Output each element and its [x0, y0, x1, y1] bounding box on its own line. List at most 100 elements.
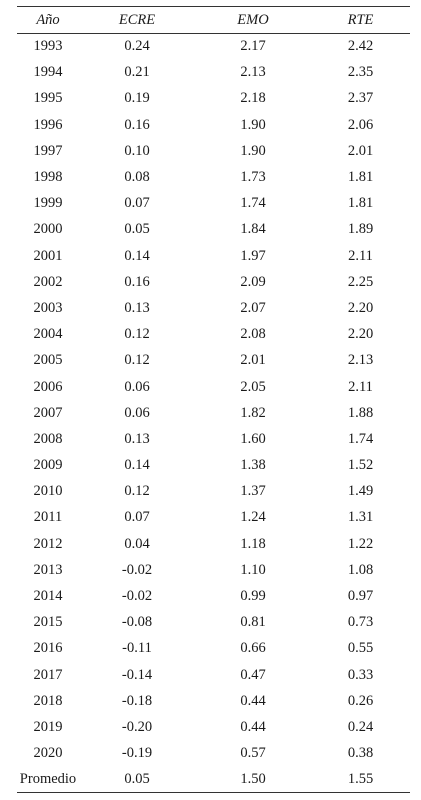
cell-emo: 1.84 [240, 221, 266, 238]
header-row: Año ECRE EMO RTE [17, 6, 410, 34]
cell-emo: 2.09 [240, 273, 266, 290]
table-row: 1997 0.10 1.90 2.01 [17, 138, 410, 164]
cell-ecre: 0.07 [124, 509, 150, 526]
cell-ecre: 0.21 [124, 64, 150, 81]
cell-year: 2018 [33, 692, 63, 709]
cell-ecre: -0.19 [121, 745, 153, 762]
cell-year: 1999 [33, 195, 63, 212]
table-row: 2014 -0.02 0.99 0.97 [17, 583, 410, 609]
cell-ecre: -0.11 [122, 640, 152, 657]
cell-emo: 1.38 [240, 457, 266, 474]
cell-ecre: 0.16 [124, 116, 150, 133]
cell-emo: 1.18 [240, 535, 266, 552]
cell-ecre: 0.16 [124, 273, 150, 290]
cell-rte: 2.37 [347, 90, 374, 107]
cell-rte: 0.24 [347, 718, 374, 735]
cell-year: 2009 [33, 457, 63, 474]
table-row: 2020 -0.19 0.57 0.38 [17, 741, 410, 767]
cell-emo: 2.08 [240, 326, 266, 343]
table-row: 2005 0.12 2.01 2.13 [17, 348, 410, 374]
table-row: 2011 0.07 1.24 1.31 [17, 505, 410, 531]
column-header-ecre: ECRE [79, 6, 195, 34]
cell-ecre: 0.08 [124, 169, 150, 186]
table-row: 2007 0.06 1.82 1.88 [17, 400, 410, 426]
cell-emo: 1.10 [240, 561, 266, 578]
cell-ecre: -0.14 [121, 666, 153, 683]
data-table-container: Año ECRE EMO RTE 1993 0.24 2.17 2.42 1994 0.2… [17, 6, 410, 794]
cell-emo: 1.97 [240, 247, 266, 264]
table-row: 2015 -0.08 0.81 0.73 [17, 610, 410, 636]
cell-emo: 1.60 [240, 430, 266, 447]
table-row: 2002 0.16 2.09 2.25 [17, 269, 410, 295]
cell-rte: 1.52 [347, 457, 374, 474]
cell-rte: 2.11 [348, 378, 373, 395]
cell-rte: 0.97 [347, 588, 374, 605]
cell-year: 2001 [33, 247, 63, 264]
table-row: 2004 0.12 2.08 2.20 [17, 322, 410, 348]
cell-year: 2011 [33, 509, 63, 526]
cell-emo: 0.47 [240, 666, 266, 683]
cell-emo: 2.17 [240, 38, 266, 55]
cell-rte: 2.06 [347, 116, 374, 133]
cell-year: 1993 [33, 38, 63, 55]
column-header-rte: RTE [311, 6, 410, 34]
cell-emo: 2.05 [240, 378, 266, 395]
cell-emo: 2.13 [240, 64, 266, 81]
cell-year: 2003 [33, 299, 63, 316]
cell-emo: 2.07 [240, 299, 266, 316]
cell-rte: 1.81 [347, 169, 374, 186]
cell-year: 2002 [33, 273, 63, 290]
cell-year: 2007 [33, 404, 63, 421]
table-header: Año ECRE EMO RTE [17, 6, 410, 34]
cell-emo: 2.01 [240, 352, 266, 369]
table-row: Promedio 0.05 1.50 1.55 [17, 766, 410, 794]
cell-ecre: 0.19 [124, 90, 150, 107]
cell-emo: 1.82 [240, 404, 266, 421]
cell-year: 2020 [33, 745, 63, 762]
cell-emo: 1.37 [240, 483, 266, 500]
table-row: 1998 0.08 1.73 1.81 [17, 164, 410, 190]
cell-emo: 0.44 [240, 718, 266, 735]
cell-rte: 2.25 [347, 273, 374, 290]
table-row: 2000 0.05 1.84 1.89 [17, 217, 410, 243]
cell-rte: 1.22 [347, 535, 374, 552]
column-header-year: Año [17, 6, 79, 34]
cell-rte: 1.08 [347, 561, 374, 578]
cell-emo: 0.99 [240, 588, 266, 605]
cell-ecre: 0.13 [124, 430, 150, 447]
cell-ecre: -0.20 [121, 718, 153, 735]
cell-year: 2012 [33, 535, 63, 552]
cell-rte: 2.42 [347, 38, 374, 55]
cell-rte: 1.89 [347, 221, 374, 238]
cell-year: 2016 [33, 640, 63, 657]
cell-year: 2013 [33, 561, 63, 578]
cell-emo: 1.90 [240, 142, 266, 159]
cell-emo: 1.74 [240, 195, 266, 212]
cell-year: 2004 [33, 326, 63, 343]
cell-ecre: 0.12 [124, 352, 150, 369]
column-header-emo: EMO [195, 6, 311, 34]
cell-emo: 0.44 [240, 692, 266, 709]
cell-ecre: 0.07 [124, 195, 150, 212]
cell-ecre: 0.12 [124, 483, 150, 500]
cell-ecre: 0.05 [124, 221, 150, 238]
cell-year: 2017 [33, 666, 63, 683]
table-row: 1995 0.19 2.18 2.37 [17, 86, 410, 112]
cell-ecre: 0.04 [124, 535, 150, 552]
table-row: 1999 0.07 1.74 1.81 [17, 191, 410, 217]
cell-emo: 1.24 [240, 509, 266, 526]
cell-emo: 0.81 [240, 614, 266, 631]
cell-rte: 1.74 [347, 430, 374, 447]
cell-emo: 1.90 [240, 116, 266, 133]
cell-ecre: 0.14 [124, 457, 150, 474]
cell-year: 1994 [33, 64, 63, 81]
cell-year: 2006 [33, 378, 63, 395]
cell-ecre: 0.06 [124, 404, 150, 421]
cell-rte: 2.35 [347, 64, 374, 81]
cell-rte: 2.13 [347, 352, 374, 369]
cell-rte: 1.81 [347, 195, 374, 212]
cell-emo: 1.73 [240, 169, 266, 186]
table-row: 2003 0.13 2.07 2.20 [17, 295, 410, 321]
table-row: 2016 -0.11 0.66 0.55 [17, 636, 410, 662]
table-row: 2001 0.14 1.97 2.11 [17, 243, 410, 269]
